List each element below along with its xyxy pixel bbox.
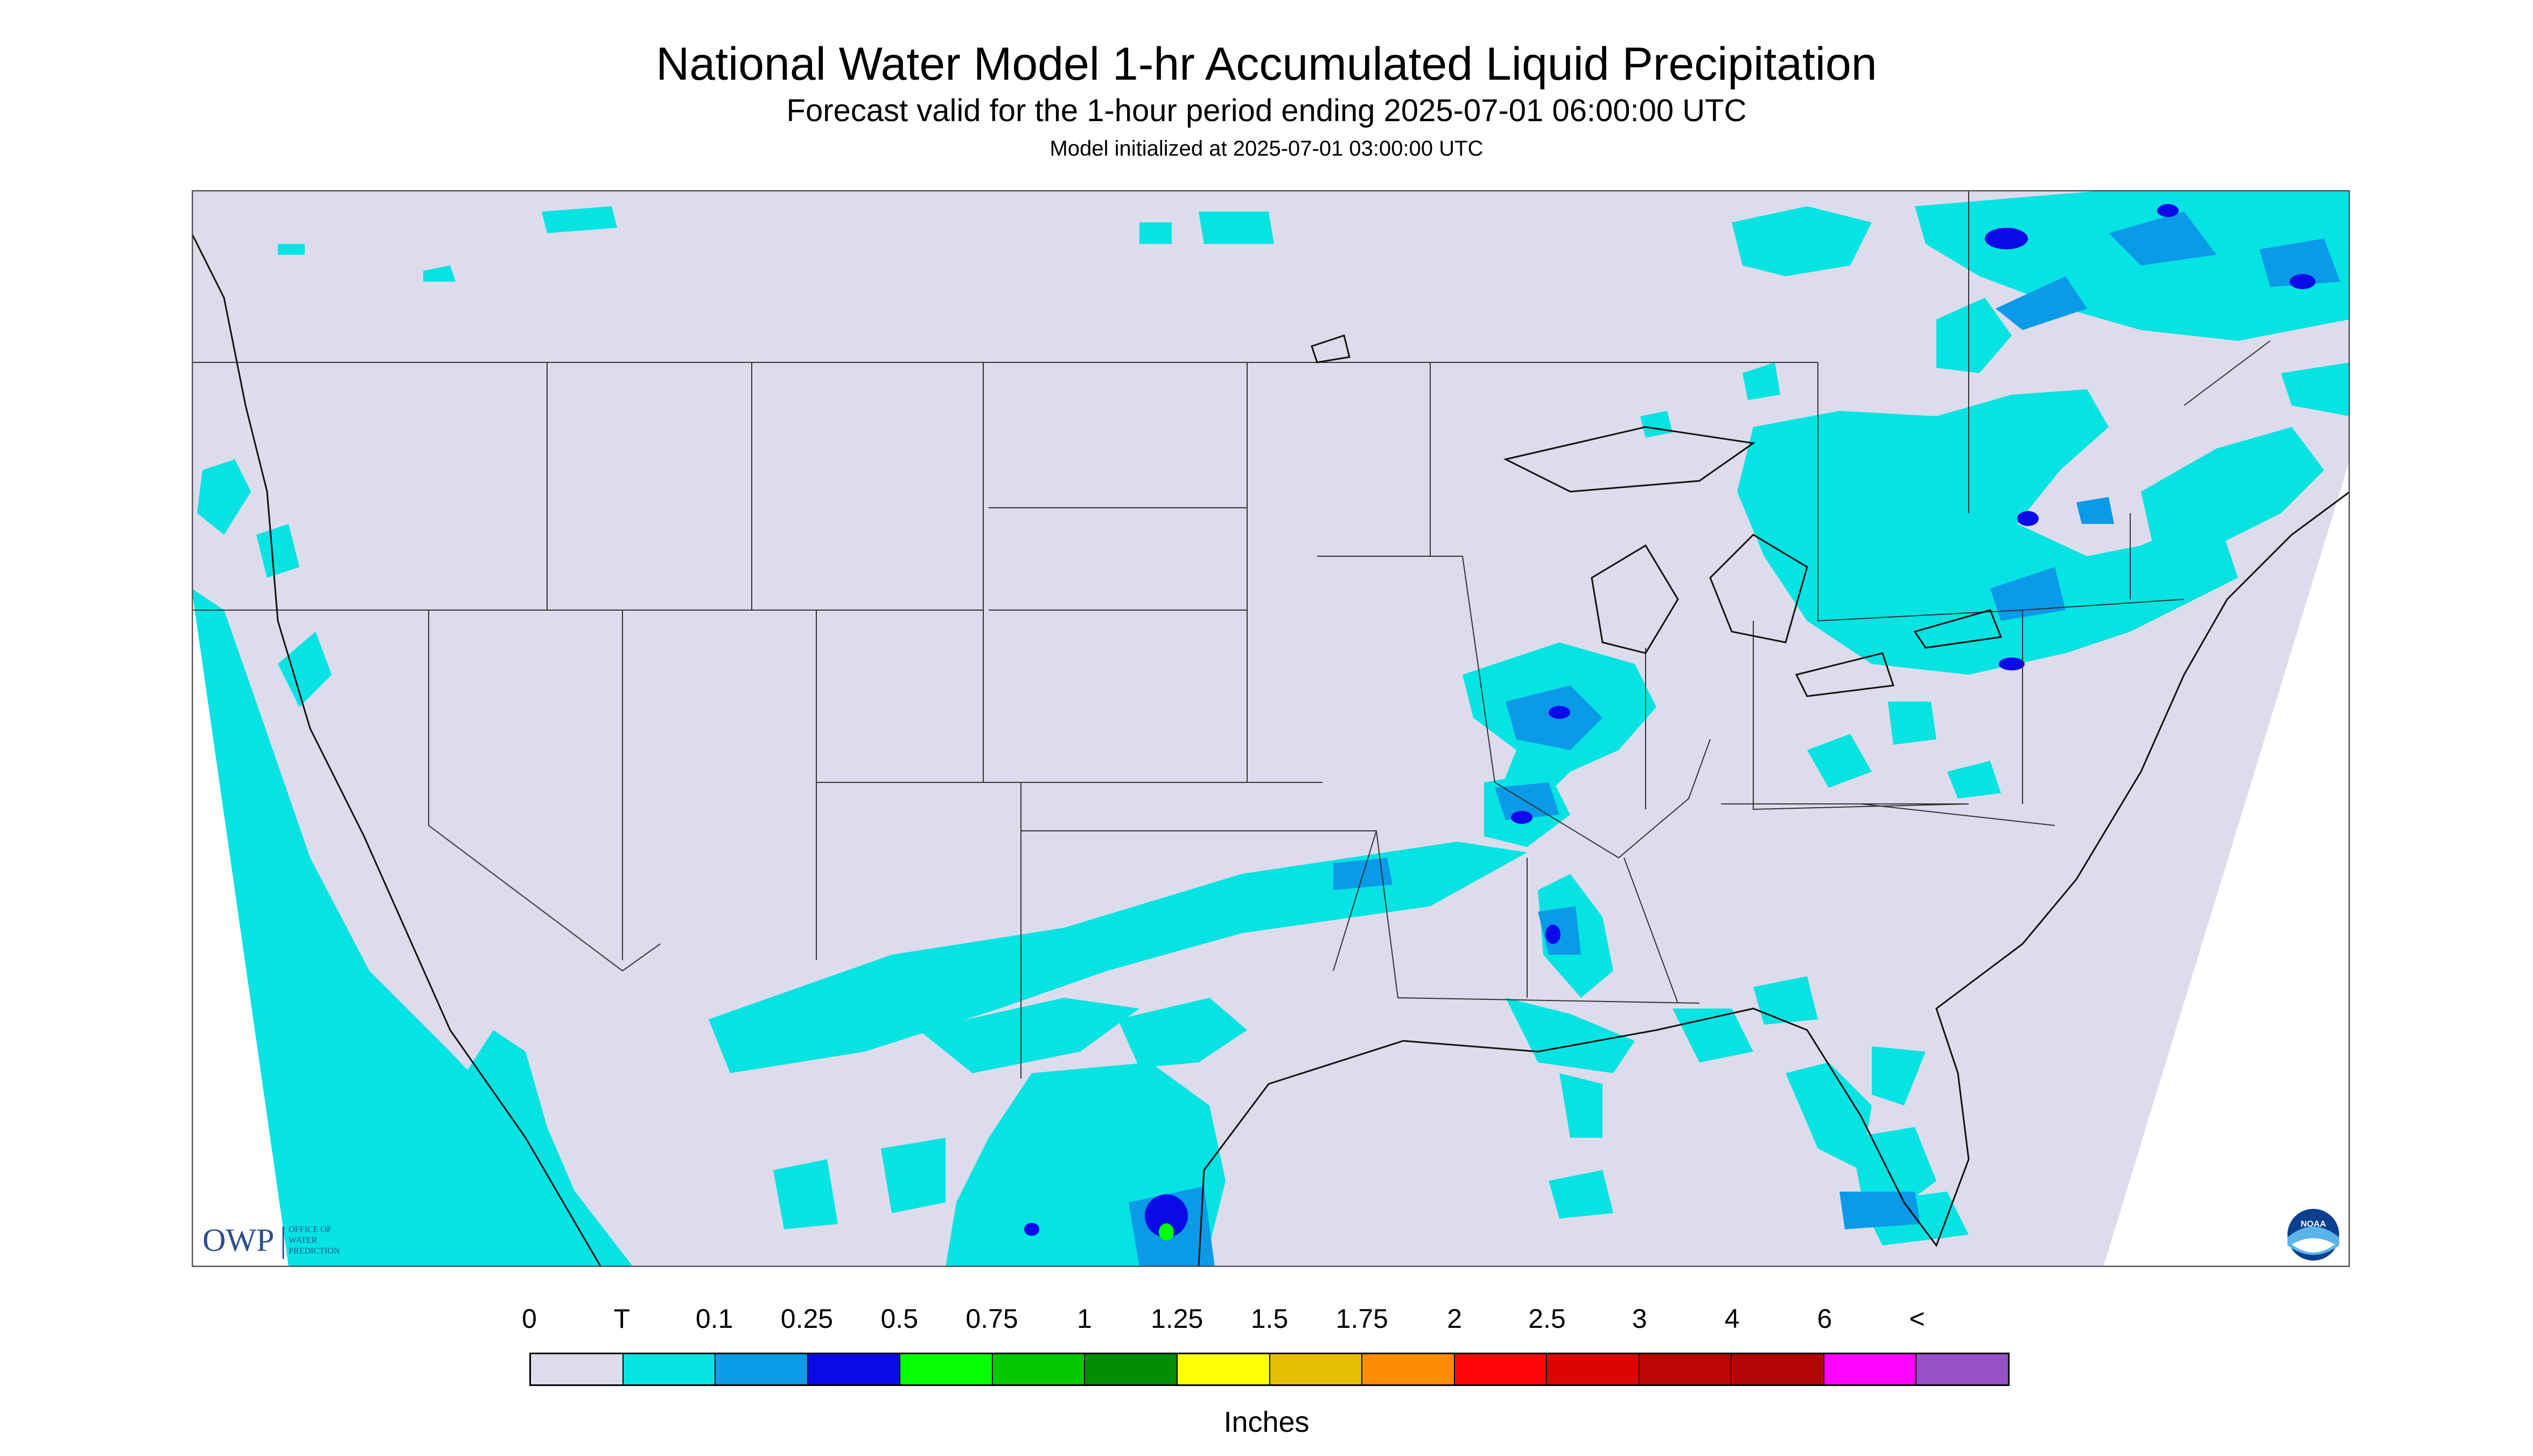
legend-tick-label: 6 [1817,1304,1832,1334]
legend-tick-label: 2.5 [1528,1304,1566,1334]
svg-text:WATER: WATER [289,1236,318,1245]
legend-swatch [1732,1354,1824,1384]
svg-text:PREDICTION: PREDICTION [289,1247,340,1256]
svg-text:NOAA: NOAA [2300,1220,2326,1229]
legend-tick-label: 0.5 [880,1304,919,1334]
map-subtitle: Forecast valid for the 1-hour period end… [786,93,1747,128]
legend-tick-label: 1.75 [1335,1304,1388,1334]
legend-swatch [1824,1354,1917,1384]
svg-text:OFFICE OF: OFFICE OF [289,1225,332,1234]
legend-swatch [1454,1354,1548,1384]
noaa-logo: NOAA [2287,1209,2339,1261]
legend-tick-label: < [1909,1304,1925,1334]
state-borders [192,190,2271,1079]
legend-units: Inches [1223,1406,1310,1438]
legend-tick-label: 1.5 [1250,1304,1289,1334]
legend-tick-label: 0 [522,1304,537,1334]
owp-logo: OWP OFFICE OF WATER PREDICTION [202,1222,340,1259]
legend-swatch [992,1354,1086,1384]
legend-tick-label: 1 [1076,1304,1092,1334]
legend-swatch [1547,1354,1640,1384]
legend-swatch [1177,1354,1270,1384]
legend-tick-label: T [613,1304,631,1334]
trace-precip-areas [192,190,2350,1267]
map-title: National Water Model 1-hr Accumulated Li… [656,38,1877,90]
legend-tick-label: 0.25 [780,1304,834,1334]
legend-swatch [716,1354,808,1384]
peak-precip-core [1159,1223,1174,1241]
legend-swatch [1916,1354,2008,1384]
legend-color-bar [529,1353,2010,1386]
heavy-precip-areas [1024,204,2315,1237]
map-frame [191,190,2350,1268]
legend-tick-label: 2 [1447,1304,1463,1334]
legend-tick-label: 3 [1632,1304,1647,1334]
legend-labels: 0 T 0.1 0.25 0.5 0.75 1 1.25 1.5 1.75 2 2.5 3 4 6 < [0,1303,2533,1335]
svg-text:OWP: OWP [202,1222,274,1258]
precipitation-map: OWP OFFICE OF WATER PREDICTION NOAA [191,190,2350,1268]
legend-swatch [531,1354,624,1384]
legend-tick-label: 0.1 [695,1304,733,1334]
legend-tick-label: 0.75 [965,1304,1018,1334]
legend-tick-label: 1.25 [1151,1304,1203,1334]
legend-tick-label: 4 [1724,1304,1740,1334]
coastlines [191,233,2350,1268]
legend-swatch [1270,1354,1363,1384]
legend-swatch [1639,1354,1732,1384]
legend-swatch [808,1354,901,1384]
legend-swatch [900,1354,993,1384]
legend-swatch [1085,1354,1178,1384]
legend-swatch [1362,1354,1455,1384]
legend-swatch [623,1354,716,1384]
model-init-text: Model initialized at 2025-07-01 03:00:00… [1049,137,1484,160]
